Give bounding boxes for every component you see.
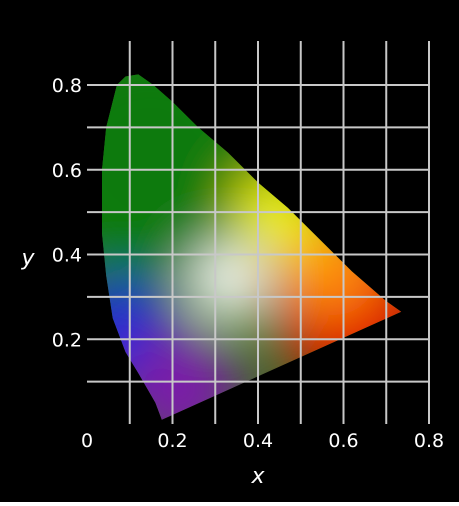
- y-tick-label: 0.4: [52, 245, 82, 267]
- x-tick-label: 0.2: [157, 430, 187, 452]
- x-tick-label: 0.8: [414, 430, 444, 452]
- y-axis-label: y: [20, 246, 35, 271]
- x-tick-label: 0: [81, 430, 93, 452]
- y-tick-label: 0.8: [52, 75, 82, 97]
- tick-labels: 0 0.2 0.4 0.6 0.8 0.2 0.4 0.6 0.8: [52, 75, 444, 452]
- grid-lines: [87, 41, 430, 424]
- color-region-purple: [121, 330, 241, 420]
- x-tick-label: 0.6: [328, 430, 358, 452]
- y-tick-label: 0.2: [52, 329, 82, 351]
- x-tick-label: 0.4: [243, 430, 273, 452]
- x-axis-label: x: [250, 464, 265, 489]
- color-region-white: [190, 246, 267, 323]
- y-tick-label: 0.6: [52, 160, 82, 182]
